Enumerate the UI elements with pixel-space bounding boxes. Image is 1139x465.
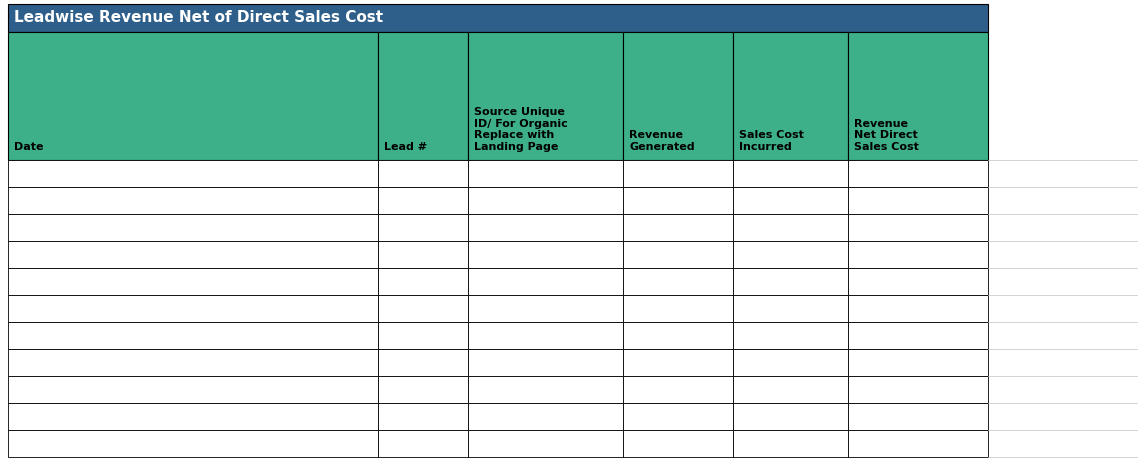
Bar — [378, 241, 468, 268]
Bar — [623, 430, 734, 457]
Bar — [8, 214, 378, 241]
Bar — [8, 349, 378, 376]
Bar — [734, 241, 849, 268]
Bar — [378, 214, 468, 241]
Bar — [623, 187, 734, 214]
Bar — [623, 322, 734, 349]
Bar — [734, 349, 849, 376]
Bar — [378, 187, 468, 214]
Bar — [8, 322, 378, 349]
Bar — [849, 160, 988, 187]
Bar — [849, 268, 988, 295]
Bar — [623, 349, 734, 376]
Bar — [734, 32, 849, 160]
Bar — [849, 322, 988, 349]
Bar — [378, 349, 468, 376]
Bar — [8, 430, 378, 457]
Bar — [734, 160, 849, 187]
Bar — [8, 376, 378, 403]
Bar — [734, 403, 849, 430]
Bar — [8, 268, 378, 295]
Text: Date: Date — [14, 142, 43, 152]
Bar — [623, 376, 734, 403]
Bar — [378, 403, 468, 430]
Bar — [378, 268, 468, 295]
Bar — [734, 268, 849, 295]
Text: Leadwise Revenue Net of Direct Sales Cost: Leadwise Revenue Net of Direct Sales Cos… — [14, 11, 383, 26]
Bar — [849, 241, 988, 268]
Bar — [468, 268, 623, 295]
Bar — [623, 403, 734, 430]
Bar — [734, 322, 849, 349]
Bar — [468, 187, 623, 214]
Bar — [849, 187, 988, 214]
Bar — [468, 32, 623, 160]
Bar — [8, 403, 378, 430]
Bar — [378, 376, 468, 403]
Bar — [734, 430, 849, 457]
Bar — [8, 295, 378, 322]
Bar — [468, 403, 623, 430]
Text: Source Unique
ID/ For Organic
Replace with
Landing Page: Source Unique ID/ For Organic Replace wi… — [474, 107, 567, 152]
Bar — [468, 322, 623, 349]
Bar — [8, 160, 378, 187]
Bar — [849, 295, 988, 322]
Bar — [468, 160, 623, 187]
Bar — [8, 241, 378, 268]
Bar — [378, 160, 468, 187]
Bar — [378, 430, 468, 457]
Bar — [623, 32, 734, 160]
Bar — [734, 295, 849, 322]
Bar — [623, 160, 734, 187]
Bar — [849, 32, 988, 160]
Bar — [378, 32, 468, 160]
Text: Revenue
Generated: Revenue Generated — [629, 130, 695, 152]
Bar — [8, 32, 378, 160]
Bar — [849, 214, 988, 241]
Bar — [468, 241, 623, 268]
Bar — [623, 268, 734, 295]
Bar — [8, 4, 988, 32]
Bar — [849, 349, 988, 376]
Bar — [734, 376, 849, 403]
Text: Revenue
Net Direct
Sales Cost: Revenue Net Direct Sales Cost — [854, 119, 919, 152]
Bar — [378, 295, 468, 322]
Bar — [734, 187, 849, 214]
Text: Sales Cost
Incurred: Sales Cost Incurred — [739, 130, 804, 152]
Bar — [849, 430, 988, 457]
Bar — [849, 376, 988, 403]
Bar — [468, 376, 623, 403]
Bar — [468, 349, 623, 376]
Bar — [623, 241, 734, 268]
Bar — [468, 430, 623, 457]
Bar — [378, 322, 468, 349]
Bar — [468, 295, 623, 322]
Bar — [468, 214, 623, 241]
Bar — [623, 295, 734, 322]
Bar — [8, 187, 378, 214]
Text: Lead #: Lead # — [384, 142, 427, 152]
Bar — [849, 403, 988, 430]
Bar — [734, 214, 849, 241]
Bar — [623, 214, 734, 241]
